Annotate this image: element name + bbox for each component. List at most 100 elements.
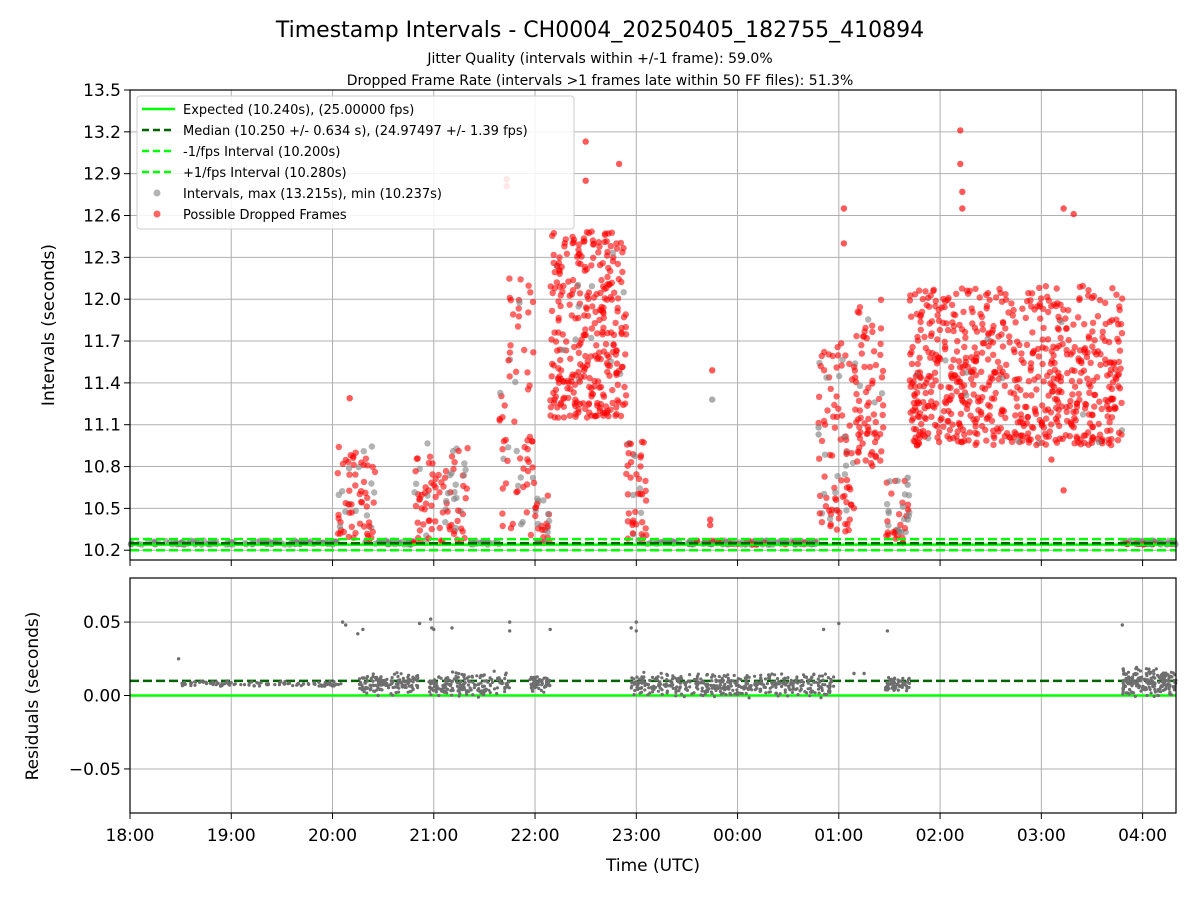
dropped-frame-point: [826, 451, 833, 459]
intervals-plot-frame: [129, 89, 1177, 561]
dropped-frame-point: [613, 360, 621, 367]
dropped-frame-point: [643, 531, 650, 539]
dropped-frame-point: [861, 328, 868, 335]
dropped-frame-point: [595, 239, 602, 246]
residual-point: [739, 677, 743, 681]
residuals-reference-lines: [130, 679, 1176, 697]
dropped-frame-point: [607, 293, 614, 301]
dropped-frame-point: [1108, 385, 1116, 393]
residual-point: [429, 693, 433, 697]
residual-point: [492, 669, 496, 673]
residual-point: [273, 683, 277, 687]
dropped-frame-point: [530, 479, 538, 487]
dropped-frame-point: [521, 346, 528, 354]
residual-point: [1125, 691, 1130, 695]
dropped-frame-point: [1028, 303, 1035, 310]
residual-point: [458, 682, 462, 686]
dropped-frame-point: [352, 471, 359, 478]
residual-point: [344, 623, 348, 627]
dropped-frame-point: [1055, 326, 1062, 333]
dropped-frame-point: [632, 508, 639, 516]
residual-point: [331, 683, 335, 687]
dropped-frame-point: [358, 459, 365, 466]
dropped-frame-point: [576, 290, 584, 297]
dropped-frame-point: [591, 320, 598, 327]
dropped-frame-point: [1035, 373, 1042, 380]
residual-point: [1121, 667, 1125, 671]
dropped-frame-point: [1115, 338, 1122, 345]
interval-point: [572, 336, 579, 343]
x-tick-label: 01:00: [814, 826, 863, 846]
dropped-frame-point: [941, 398, 949, 405]
residual-point: [378, 680, 382, 685]
dropped-frame-point: [1017, 411, 1025, 418]
residual-point: [896, 678, 900, 682]
dropped-frame-point: [1065, 336, 1072, 344]
dropped-frame-point: [907, 292, 914, 299]
dropped-frame-point: [931, 356, 939, 363]
dropped-frame-point: [922, 389, 929, 397]
residual-point: [719, 686, 724, 690]
dropped-frame-point: [869, 380, 876, 387]
residual-point: [332, 680, 336, 684]
residual-point: [671, 674, 675, 678]
dropped-frame-point: [1056, 422, 1063, 430]
dropped-frame-point: [818, 519, 826, 526]
dropped-frame-point: [1025, 436, 1033, 444]
dropped-frame-point: [932, 297, 939, 305]
dropped-frame-point: [916, 287, 923, 294]
residual-point: [466, 683, 470, 687]
dropped-frame-point: [524, 446, 531, 453]
dropped-frame-point: [1057, 378, 1065, 385]
dropped-frame-point: [364, 530, 371, 537]
residual-point: [428, 690, 432, 694]
dropped-frame-point: [577, 373, 585, 381]
dropped-frame-point: [513, 488, 520, 496]
interval-point: [637, 509, 645, 516]
dropped-frame-point: [1050, 383, 1058, 390]
interval-point: [963, 392, 970, 399]
residual-point: [439, 687, 443, 691]
residual-point: [363, 681, 367, 685]
residual-point: [705, 672, 710, 677]
residual-point: [630, 680, 634, 685]
residual-point: [718, 689, 723, 694]
residual-point: [1167, 675, 1171, 679]
dropped-frame-point: [971, 344, 978, 351]
residual-point: [714, 678, 718, 682]
residual-point: [634, 629, 638, 633]
residual-point: [505, 683, 509, 687]
dropped-frame-point: [1016, 341, 1023, 349]
residual-point: [1151, 679, 1155, 684]
dropped-frame-point: [877, 325, 885, 332]
residual-point: [443, 683, 447, 687]
dropped-frame-point: [584, 312, 592, 319]
dropped-frame-point: [834, 343, 841, 351]
dropped-frame-point: [506, 275, 513, 282]
residual-point: [1128, 687, 1132, 692]
residual-point: [760, 681, 764, 686]
residual-point: [454, 674, 458, 679]
dropped-frame-point: [833, 413, 841, 421]
dropped-frame-point: [707, 521, 714, 529]
residual-point: [783, 688, 787, 692]
dropped-frame-point: [577, 361, 584, 368]
dropped-frame-point: [588, 262, 595, 269]
residual-point: [395, 671, 399, 675]
residual-point: [827, 690, 831, 694]
residual-point: [247, 681, 251, 685]
dropped-frame-point: [551, 329, 558, 336]
dropped-frame-point: [1114, 437, 1122, 444]
dropped-frame-point: [914, 337, 922, 344]
dropped-frame-point: [858, 350, 865, 357]
residual-point: [1132, 672, 1136, 677]
residual-point: [389, 692, 393, 696]
dropped-frame-point: [370, 499, 377, 506]
dropped-frame-point: [971, 324, 979, 331]
dropped-frame-point: [846, 360, 853, 367]
residual-point: [1147, 667, 1151, 671]
residual-point: [1161, 688, 1165, 693]
dropped-frame-point: [908, 313, 915, 320]
residual-point: [688, 680, 692, 684]
residual-point: [808, 694, 812, 698]
